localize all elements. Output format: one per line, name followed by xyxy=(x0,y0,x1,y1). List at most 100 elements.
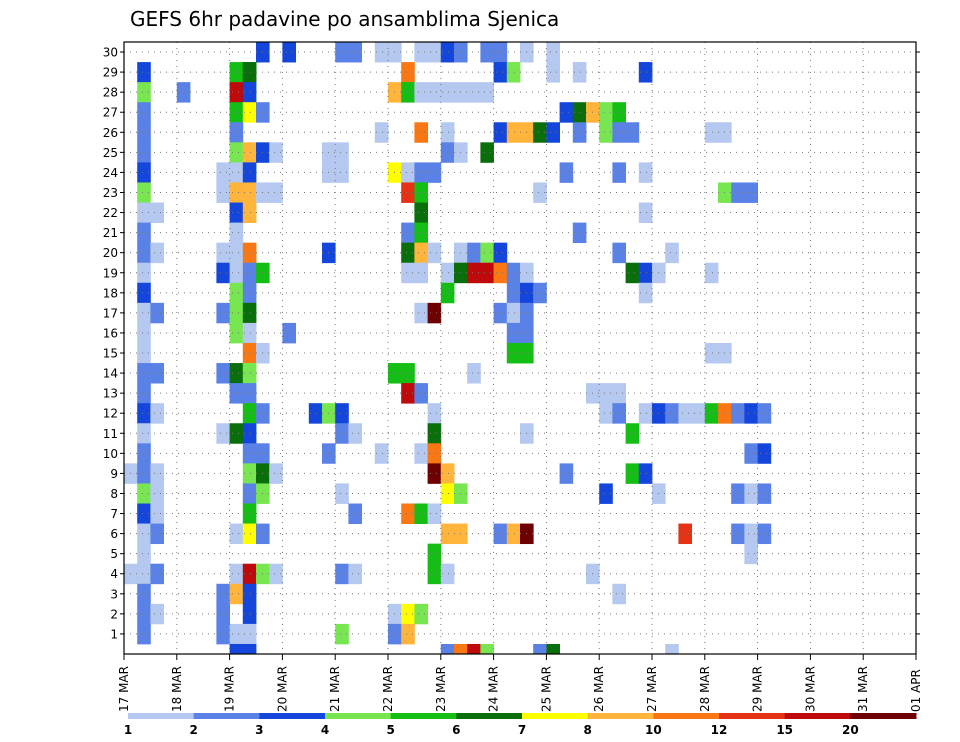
precip-cell xyxy=(335,623,349,645)
precip-cell xyxy=(546,122,560,143)
precip-cell xyxy=(414,202,428,223)
precip-cell xyxy=(533,182,547,203)
precip-cell xyxy=(731,523,745,545)
precip-cell xyxy=(137,443,151,464)
legend-color-swatch xyxy=(456,713,523,719)
precip-cell xyxy=(137,383,151,404)
precip-cell xyxy=(757,443,772,464)
precip-cell xyxy=(440,262,455,284)
precip-cell xyxy=(216,583,230,605)
x-axis-date-labels: 17 MAR 18 MAR 19 MAR 20 MAR 21 MAR 22 MAR 23 M… xyxy=(117,654,923,712)
precip-cell xyxy=(612,383,626,404)
y-tick-label: 13 xyxy=(103,387,118,401)
y-tick-label: 12 xyxy=(103,407,118,421)
y-tick-label: 7 xyxy=(110,507,118,521)
precip-cell xyxy=(229,363,244,384)
x-tick-label: 23 MAR xyxy=(434,666,448,712)
precip-cell xyxy=(137,603,151,625)
y-tick-label: 18 xyxy=(103,286,118,300)
precip-cell xyxy=(612,583,626,605)
precip-cell xyxy=(229,142,244,163)
precip-cell xyxy=(335,403,349,424)
precip-cell xyxy=(137,302,151,324)
precip-cell xyxy=(137,102,151,123)
chart-title: GEFS 6hr padavine po ansamblima Sjenica xyxy=(130,7,559,31)
precip-cell xyxy=(150,242,164,264)
legend-label: 7 xyxy=(518,723,526,737)
precip-cell xyxy=(374,42,389,63)
y-tick-label: 19 xyxy=(103,266,118,280)
precip-cell xyxy=(414,222,428,244)
x-tick-label: 17 MAR xyxy=(117,666,131,712)
precip-cell xyxy=(137,463,151,484)
precip-cell xyxy=(625,262,640,284)
precip-cell xyxy=(137,483,151,504)
precip-cell xyxy=(216,363,230,384)
precip-cell xyxy=(480,42,494,63)
precip-cell xyxy=(137,262,151,284)
precip-cell xyxy=(229,623,244,645)
precip-cell xyxy=(335,162,349,183)
precip-cell xyxy=(612,242,626,264)
y-tick-label: 24 xyxy=(103,166,118,180)
precip-cell xyxy=(242,423,257,444)
precip-cell xyxy=(335,423,349,444)
plot-grid xyxy=(124,42,916,654)
y-tick-label: 15 xyxy=(103,347,118,361)
precip-cell xyxy=(612,102,626,123)
precip-cell xyxy=(137,242,151,264)
precip-cell xyxy=(744,443,758,464)
precip-cell xyxy=(506,262,521,284)
precip-cell xyxy=(744,182,758,203)
precip-cell xyxy=(335,142,349,163)
y-tick-label: 9 xyxy=(110,467,118,481)
precip-cell xyxy=(506,282,521,304)
x-tick-label: 01 APR xyxy=(909,669,923,712)
precip-cell xyxy=(176,82,191,103)
precip-cell xyxy=(401,383,415,404)
precip-cell xyxy=(348,42,362,63)
x-tick-label: 20 MAR xyxy=(275,666,289,712)
legend-label: 2 xyxy=(189,723,197,737)
precip-cell xyxy=(374,122,389,143)
precip-cell xyxy=(506,342,521,364)
precip-cell xyxy=(546,62,560,83)
precip-cell xyxy=(229,62,244,83)
precip-cell xyxy=(506,122,521,143)
precip-cell xyxy=(137,322,151,344)
precip-cell xyxy=(282,42,296,63)
precip-cell xyxy=(480,82,494,103)
precip-cell xyxy=(678,403,692,424)
precip-cell xyxy=(691,403,706,424)
precip-cell xyxy=(638,463,653,484)
legend-color-swatch xyxy=(128,713,195,719)
precip-cell xyxy=(401,222,415,244)
precip-cell xyxy=(229,202,244,223)
legend-label: 6 xyxy=(452,723,460,737)
precip-cell xyxy=(506,302,521,324)
legend-label: 12 xyxy=(711,723,728,737)
y-tick-label: 11 xyxy=(103,427,118,441)
precip-cell xyxy=(242,583,257,605)
precip-cell xyxy=(401,62,415,83)
precipitation-cells xyxy=(124,42,772,655)
legend-label: 10 xyxy=(645,723,662,737)
legend-color-swatch xyxy=(325,713,392,719)
y-tick-label: 5 xyxy=(110,547,118,561)
precip-cell xyxy=(348,503,362,524)
precip-cell xyxy=(229,242,244,264)
precip-cell xyxy=(137,82,151,103)
precip-cell xyxy=(401,603,415,625)
precip-cell xyxy=(493,42,508,63)
precip-cell xyxy=(427,503,442,524)
legend-label: 3 xyxy=(255,723,263,737)
x-tick-label: 31 MAR xyxy=(856,666,870,712)
precip-cell xyxy=(440,463,455,484)
precip-cell xyxy=(440,563,455,585)
precip-cell xyxy=(414,603,428,625)
precip-cell xyxy=(704,262,719,284)
precip-cell xyxy=(229,222,244,244)
precip-cell xyxy=(229,102,244,123)
precip-cell xyxy=(137,523,151,545)
